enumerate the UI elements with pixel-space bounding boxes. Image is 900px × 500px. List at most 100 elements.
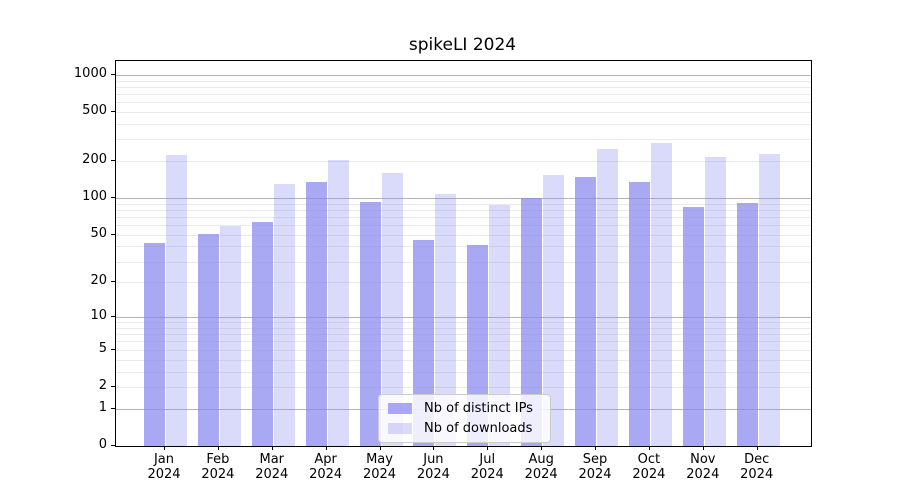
- x-tick-mark: [433, 446, 435, 450]
- gridline-minor: [116, 261, 811, 263]
- y-tick-label: 1: [98, 399, 107, 415]
- gridline-minor: [116, 93, 811, 95]
- gridline-minor: [116, 322, 811, 324]
- gridline-minor: [116, 80, 811, 82]
- gridline-minor: [116, 341, 811, 343]
- y-tick-label: 100: [82, 189, 107, 205]
- gridline-minor: [116, 327, 811, 329]
- bar-distinct-ips: [251, 221, 273, 446]
- y-tick-label: 200: [82, 152, 107, 168]
- bar-distinct-ips: [144, 242, 165, 446]
- bar-distinct-ips: [197, 233, 219, 446]
- y-tick-label: 500: [82, 103, 107, 119]
- bar-downloads: [543, 174, 565, 446]
- x-tick-mark: [756, 446, 758, 450]
- bar-downloads: [219, 226, 241, 446]
- bar-distinct-ips: [575, 177, 597, 446]
- bar-distinct-ips: [736, 202, 758, 446]
- gridline-major: [116, 74, 811, 76]
- x-tick-mark: [487, 446, 489, 450]
- x-tick-label: Jun 2024: [416, 452, 450, 482]
- y-tick-mark: [111, 281, 115, 283]
- y-tick-mark: [111, 73, 115, 75]
- bar-downloads: [435, 194, 457, 446]
- legend-label-distinct-ips: Nb of distinct IPs: [424, 401, 533, 416]
- x-tick-mark: [702, 446, 704, 450]
- gridline-minor: [116, 371, 811, 373]
- bar-downloads: [273, 184, 295, 446]
- gridline-minor: [116, 209, 811, 211]
- legend-label-downloads: Nb of downloads: [424, 421, 533, 436]
- y-tick-mark: [111, 197, 115, 199]
- bar-distinct-ips: [628, 181, 650, 446]
- legend-row-downloads: Nb of downloads: [388, 421, 541, 436]
- y-tick-label: 0: [98, 437, 107, 452]
- gridline-minor: [116, 203, 811, 205]
- x-tick-mark: [325, 446, 327, 450]
- x-tick-label: Jul 2024: [470, 452, 504, 482]
- legend-swatch-downloads: [388, 423, 412, 434]
- x-tick-mark: [648, 446, 650, 450]
- y-tick-label: 1000: [73, 65, 107, 81]
- gridline-major: [116, 317, 811, 319]
- gridline-major: [116, 198, 811, 200]
- x-tick-label: Apr 2024: [309, 452, 343, 482]
- bar-downloads: [704, 157, 726, 446]
- x-tick-label: Dec 2024: [740, 452, 774, 482]
- x-tick-label: Jan 2024: [147, 452, 181, 482]
- gridline-minor: [116, 86, 811, 88]
- x-tick-label: Mar 2024: [255, 452, 289, 482]
- bar-downloads: [758, 153, 780, 446]
- bar-distinct-ips: [682, 206, 704, 446]
- y-tick-label: 2: [98, 377, 107, 393]
- gridline-minor: [116, 234, 811, 236]
- gridline-minor: [116, 161, 811, 163]
- legend-row-distinct-ips: Nb of distinct IPs: [388, 401, 541, 416]
- x-tick-mark: [164, 446, 165, 450]
- legend: Nb of distinct IPs Nb of downloads: [378, 394, 551, 443]
- gridline-minor: [116, 139, 811, 141]
- gridline-minor: [116, 349, 811, 351]
- x-tick-label: May 2024: [362, 452, 397, 482]
- y-tick-label: 10: [90, 308, 107, 324]
- gridline-minor: [116, 225, 811, 227]
- x-tick-mark: [379, 446, 381, 450]
- gridline-minor: [116, 386, 811, 388]
- gridline-minor: [116, 282, 811, 284]
- bar-downloads: [381, 173, 403, 446]
- bar-downloads: [650, 143, 672, 446]
- x-tick-mark: [217, 446, 219, 450]
- bar-distinct-ips: [521, 198, 543, 446]
- legend-swatch-distinct-ips: [388, 403, 412, 414]
- gridline-minor: [116, 102, 811, 104]
- y-tick-mark: [111, 385, 115, 387]
- y-tick-mark: [111, 111, 115, 113]
- bar-downloads: [597, 149, 619, 446]
- y-tick-mark: [111, 407, 115, 409]
- gridline-minor: [116, 216, 811, 218]
- gridline-minor: [116, 334, 811, 336]
- y-tick-mark: [111, 348, 115, 350]
- gridline-minor: [116, 359, 811, 361]
- x-tick-mark: [541, 446, 543, 450]
- chart-title: spikeLI 2024: [408, 35, 517, 55]
- bar-distinct-ips: [359, 201, 381, 446]
- x-tick-label: Sep 2024: [578, 452, 612, 482]
- gridline-minor: [116, 112, 811, 114]
- y-tick-label: 5: [98, 340, 107, 356]
- gridline-minor: [116, 246, 811, 248]
- x-tick-mark: [271, 446, 273, 450]
- y-tick-mark: [111, 233, 115, 235]
- x-tick-label: Aug 2024: [524, 452, 558, 482]
- bar-downloads: [327, 160, 349, 446]
- y-tick-mark: [111, 316, 115, 318]
- y-tick-label: 20: [90, 273, 107, 289]
- bar-distinct-ips: [305, 182, 327, 446]
- y-tick-label: 50: [90, 225, 107, 241]
- x-tick-label: Nov 2024: [686, 452, 720, 482]
- plot-area: Nb of distinct IPs Nb of downloads: [115, 60, 812, 447]
- x-tick-label: Feb 2024: [201, 452, 235, 482]
- gridline-minor: [116, 123, 811, 125]
- bar-downloads: [489, 205, 511, 446]
